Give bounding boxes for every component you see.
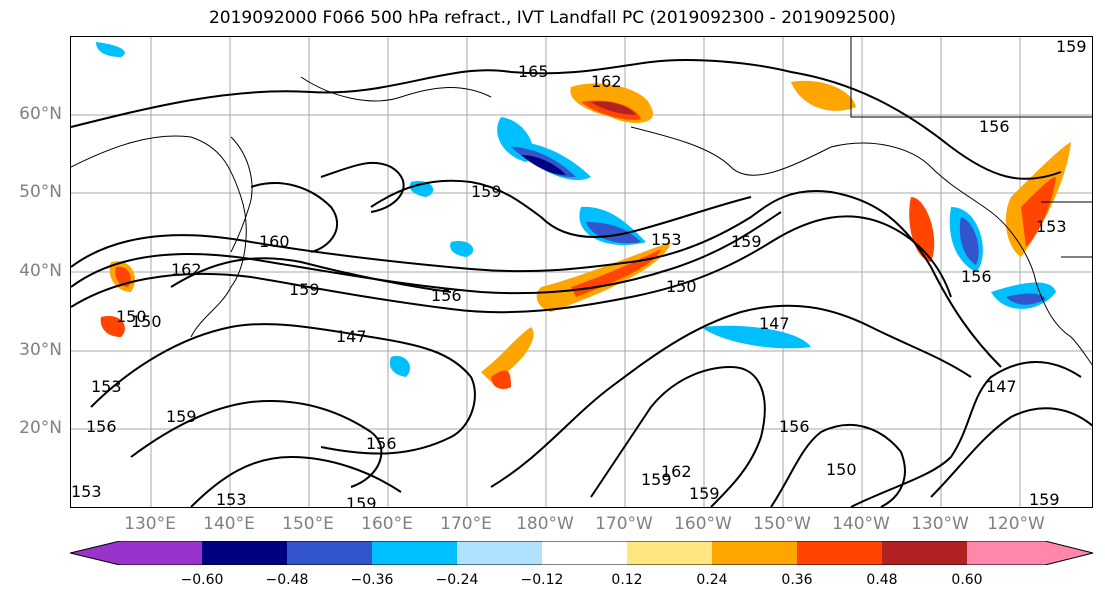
map-title: 2019092000 F066 500 hPa refract., IVT La…	[208, 8, 896, 28]
contour-label: 150	[666, 277, 697, 296]
contour-label: 162	[591, 72, 622, 91]
contour-label: 156	[366, 434, 397, 453]
colorbar-tick-label: −0.36	[350, 572, 394, 588]
map-panel: 165 162 156 159 159 160 153 159 162 156 …	[70, 36, 1093, 508]
lon-label-150w: 150°W	[753, 514, 811, 534]
colorbar-swatch	[712, 541, 797, 565]
colorbar-tick-label: −0.60	[180, 572, 224, 588]
lon-label-130e: 130°E	[124, 514, 176, 534]
colorbar	[70, 541, 1094, 565]
lat-label-50n: 50°N	[19, 182, 62, 202]
contour-label: 159	[731, 232, 762, 251]
lat-label-30n: 30°N	[19, 340, 62, 360]
contour-label: 147	[986, 377, 1017, 396]
contour-label: 150	[116, 307, 147, 326]
lon-label-120w: 120°W	[987, 514, 1045, 534]
lat-label-20n: 20°N	[19, 418, 62, 438]
contour-label: 150	[131, 312, 162, 331]
lon-label-140e: 140°E	[203, 514, 255, 534]
contour-label: 165	[518, 62, 549, 81]
colorbar-swatch	[457, 541, 542, 565]
contour-label: 156	[779, 417, 810, 436]
colorbar-swatch	[627, 541, 712, 565]
map-plot: 165 162 156 159 159 160 153 159 162 156 …	[71, 37, 1092, 508]
contour-label: 153	[71, 482, 102, 501]
contour-label: 160	[259, 232, 290, 251]
contour-label: 153	[1036, 217, 1067, 236]
colorbar-swatch	[967, 541, 1093, 565]
contour-label: 159	[166, 407, 197, 426]
contour-label: 159	[1056, 37, 1087, 56]
contour-label: 156	[431, 286, 462, 305]
colorbar-swatch	[882, 541, 967, 565]
contour-label: 147	[336, 327, 367, 346]
colorbar-tick-label: 0.48	[866, 572, 898, 588]
lon-label-170e: 170°E	[440, 514, 492, 534]
contour-label: 162	[661, 462, 692, 481]
colorbar-tick-label: −0.48	[265, 572, 309, 588]
anomaly-shading	[96, 42, 1071, 389]
lon-label-150e: 150°E	[282, 514, 334, 534]
colorbar-tick-label: 0.24	[696, 572, 728, 588]
contour-label: 159	[289, 280, 320, 299]
lat-label-60n: 60°N	[19, 104, 62, 124]
lon-label-140w: 140°W	[832, 514, 890, 534]
contour-label: 156	[961, 267, 992, 286]
coastlines	[71, 37, 1092, 366]
contour-label: 156	[979, 117, 1010, 136]
colorbar-swatch	[70, 541, 202, 565]
contour-label: 159	[471, 182, 502, 201]
contour-label-group: 165 162 156 159 159 160 153 159 162 156 …	[71, 37, 1087, 508]
contour-label: 153	[216, 490, 247, 508]
colorbar-swatch	[202, 541, 287, 565]
colorbar-tick-label: 0.12	[611, 572, 643, 588]
contour-label: 153	[651, 230, 682, 249]
contour-label: 156	[86, 417, 117, 436]
height-contours	[71, 59, 1092, 507]
contour-label: 147	[759, 314, 790, 333]
lon-label-170w: 170°W	[595, 514, 653, 534]
lon-label-130w: 130°W	[911, 514, 969, 534]
contour-label: 162	[171, 260, 202, 279]
colorbar-tick-label: −0.12	[520, 572, 564, 588]
contour-label: 159	[346, 494, 377, 508]
colorbar-tick-label: 0.60	[951, 572, 983, 588]
contour-label: 150	[826, 460, 857, 479]
colorbar-swatch	[372, 541, 457, 565]
colorbar-tick-label: −0.24	[435, 572, 479, 588]
contour-label: 153	[91, 377, 122, 396]
lon-label-160w: 160°W	[674, 514, 732, 534]
contour-label: 159	[641, 470, 672, 489]
colorbar-swatch	[797, 541, 882, 565]
contour-label: 159	[1029, 490, 1060, 508]
lon-label-180w: 180°W	[516, 514, 574, 534]
lon-label-160e: 160°E	[361, 514, 413, 534]
lat-label-40n: 40°N	[19, 261, 62, 281]
colorbar-swatch	[287, 541, 372, 565]
colorbar-outline	[70, 541, 1094, 565]
contour-label: 159	[689, 484, 720, 503]
colorbar-tick-label: 0.36	[781, 572, 813, 588]
colorbar-swatch	[542, 541, 627, 565]
